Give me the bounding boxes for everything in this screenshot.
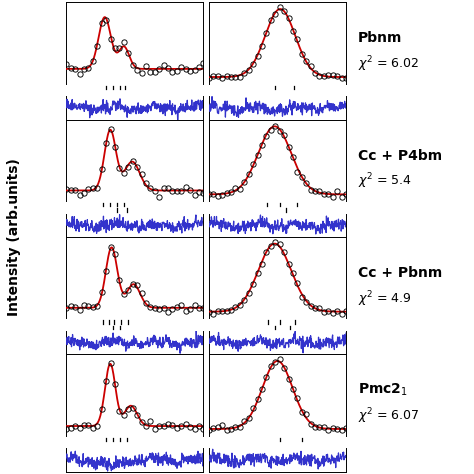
Text: Pmc2$_1$: Pmc2$_1$ [358, 382, 408, 399]
Text: $\chi^2$ = 5.4: $\chi^2$ = 5.4 [358, 172, 412, 191]
Text: $\chi^2$ = 6.07: $\chi^2$ = 6.07 [358, 407, 419, 426]
Text: Pbnm: Pbnm [358, 31, 402, 46]
Text: Cc + P4bm: Cc + P4bm [358, 148, 442, 163]
Text: Cc + Pbnm: Cc + Pbnm [358, 266, 442, 280]
Text: $\chi^2$ = 4.9: $\chi^2$ = 4.9 [358, 289, 411, 309]
Text: Intensity (arb.units): Intensity (arb.units) [7, 158, 21, 316]
Text: $\chi^2$ = 6.02: $\chi^2$ = 6.02 [358, 55, 419, 74]
